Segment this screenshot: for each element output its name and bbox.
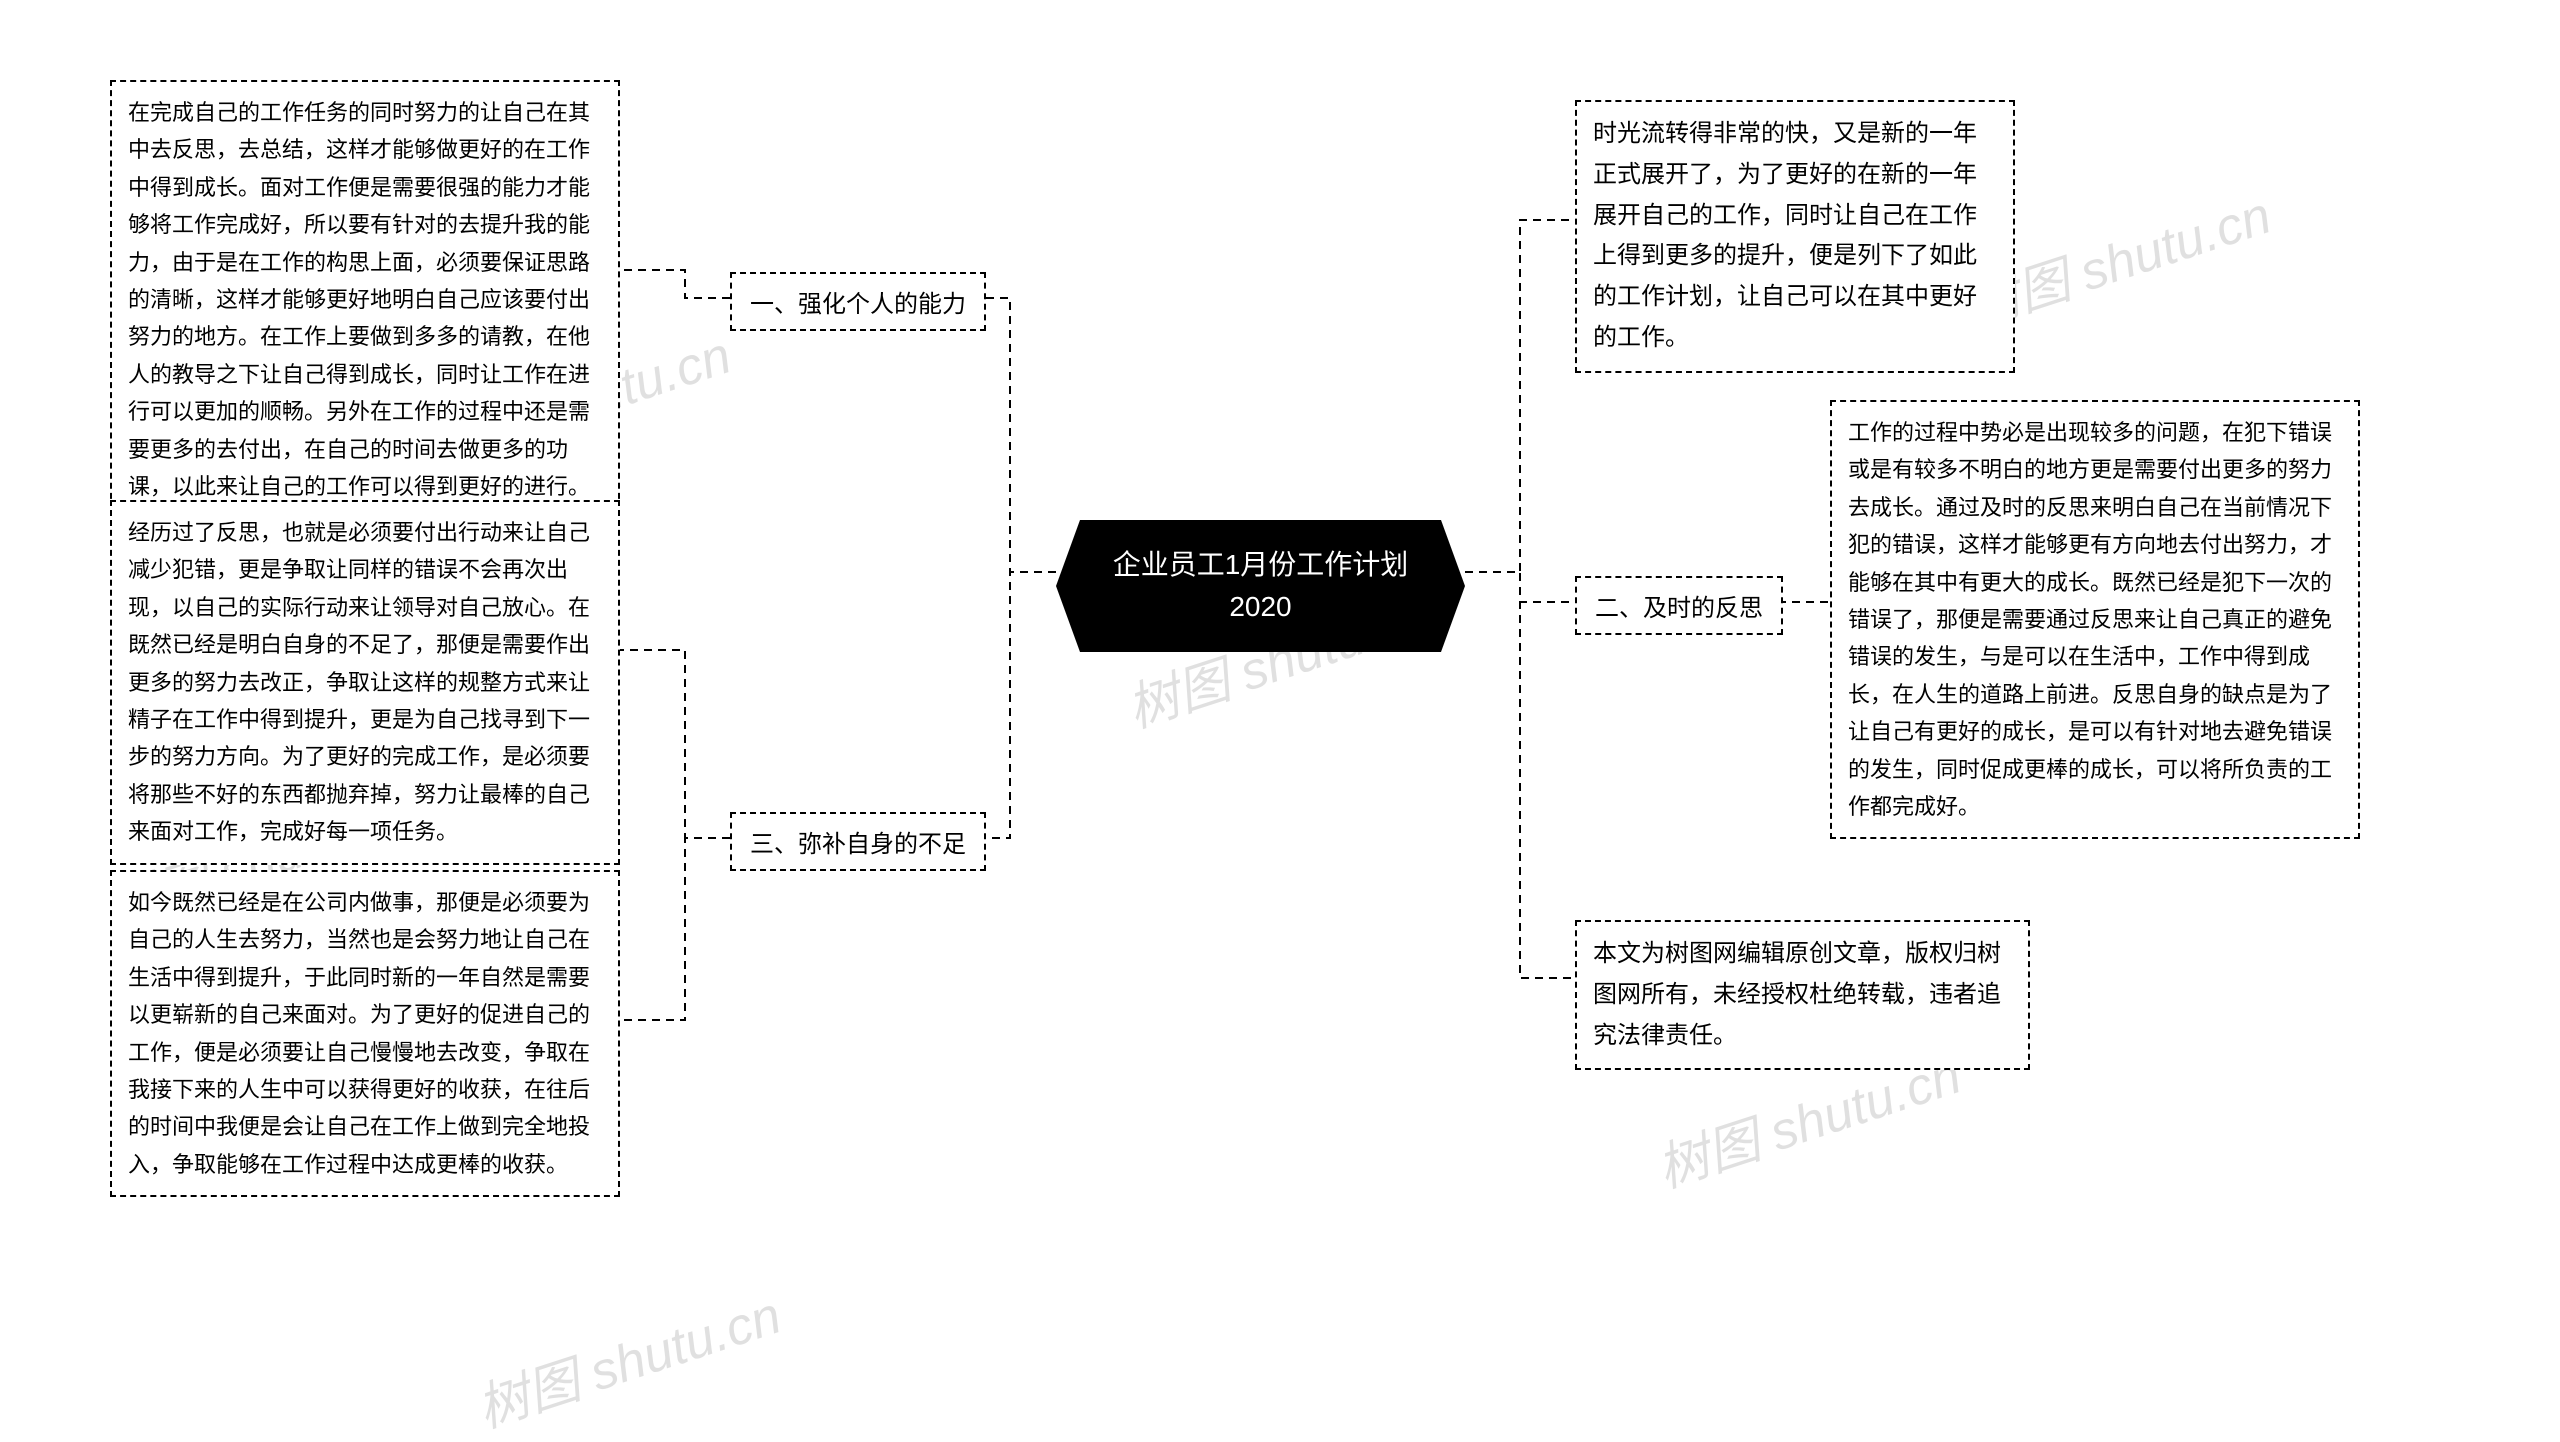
branch-left-1: 一、强化个人的能力 [730, 272, 986, 331]
leaf-l2a: 经历过了反思，也就是必须要付出行动来让自己减少犯错，更是争取让同样的错误不会再次… [110, 500, 620, 865]
leaf-l1a: 在完成自己的工作任务的同时努力的让自己在其中去反思，去总结，这样才能够做更好的在… [110, 80, 620, 519]
leaf-l2b: 如今既然已经是在公司内做事，那便是必须要为自己的人生去努力，当然也是会努力地让自… [110, 870, 620, 1197]
leaf-text: 经历过了反思，也就是必须要付出行动来让自己减少犯错，更是争取让同样的错误不会再次… [128, 520, 590, 844]
center-node: 企业员工1月份工作计划2020 [1056, 520, 1465, 652]
branch-right-1: 二、及时的反思 [1575, 576, 1783, 635]
watermark: 树图 shutu.cn [466, 1273, 789, 1442]
leaf-text: 时光流转得非常的快，又是新的一年正式展开了，为了更好的在新的一年展开自己的工作，… [1593, 120, 1977, 351]
leaf-text: 如今既然已经是在公司内做事，那便是必须要为自己的人生去努力，当然也是会努力地让自… [128, 890, 590, 1177]
branch-left-2: 三、弥补自身的不足 [730, 812, 986, 871]
branch-label: 三、弥补自身的不足 [750, 831, 966, 858]
leaf-text: 工作的过程中势必是出现较多的问题，在犯下错误或是有较多不明白的地方更是需要付出更… [1848, 420, 2332, 819]
center-title: 企业员工1月份工作计划2020 [1113, 549, 1409, 622]
leaf-text: 本文为树图网编辑原创文章，版权归树图网所有，未经授权杜绝转载，违者追究法律责任。 [1593, 940, 2001, 1049]
leaf-r1a: 工作的过程中势必是出现较多的问题，在犯下错误或是有较多不明白的地方更是需要付出更… [1830, 400, 2360, 839]
leaf-r-bottom: 本文为树图网编辑原创文章，版权归树图网所有，未经授权杜绝转载，违者追究法律责任。 [1575, 920, 2030, 1070]
branch-label: 一、强化个人的能力 [750, 291, 966, 318]
leaf-text: 在完成自己的工作任务的同时努力的让自己在其中去反思，去总结，这样才能够做更好的在… [128, 100, 590, 499]
leaf-r-top: 时光流转得非常的快，又是新的一年正式展开了，为了更好的在新的一年展开自己的工作，… [1575, 100, 2015, 373]
branch-label: 二、及时的反思 [1595, 595, 1763, 622]
